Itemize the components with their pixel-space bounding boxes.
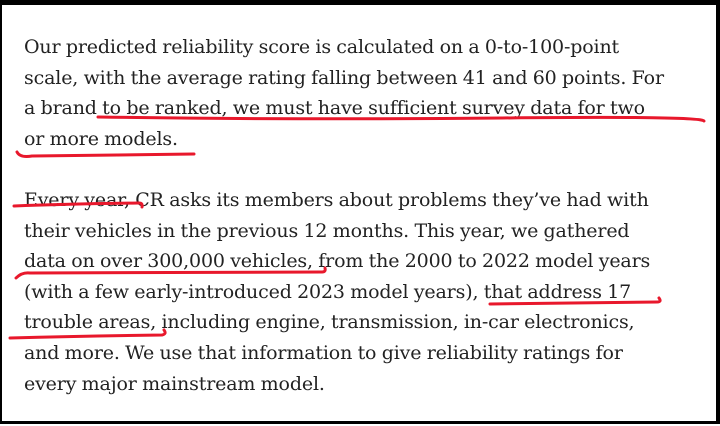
text-line: (with a few early-introduced 2023 model … bbox=[24, 280, 632, 303]
text-line: Every year, CR asks its members about pr… bbox=[24, 189, 649, 211]
text-line: trouble areas, including engine, transmi… bbox=[24, 311, 635, 334]
text-line: Our predicted reliability score is calcu… bbox=[24, 36, 620, 58]
text-line: scale, with the average rating falling b… bbox=[24, 66, 664, 89]
paragraph-reliability-score: Our predicted reliability score is calcu… bbox=[24, 32, 714, 154]
text-line: a brand to be ranked, we must have suffi… bbox=[24, 97, 645, 120]
text-line: or more models. bbox=[24, 127, 178, 150]
paragraph-survey-data: Every year, CR asks its members about pr… bbox=[24, 185, 714, 399]
text-line: every major mainstream model. bbox=[24, 372, 325, 395]
top-divider bbox=[2, 2, 720, 5]
text-line: data on over 300,000 vehicles, from the … bbox=[24, 250, 651, 273]
text-line: and more. We use that information to giv… bbox=[24, 341, 623, 364]
text-line: their vehicles in the previous 12 months… bbox=[24, 219, 630, 242]
